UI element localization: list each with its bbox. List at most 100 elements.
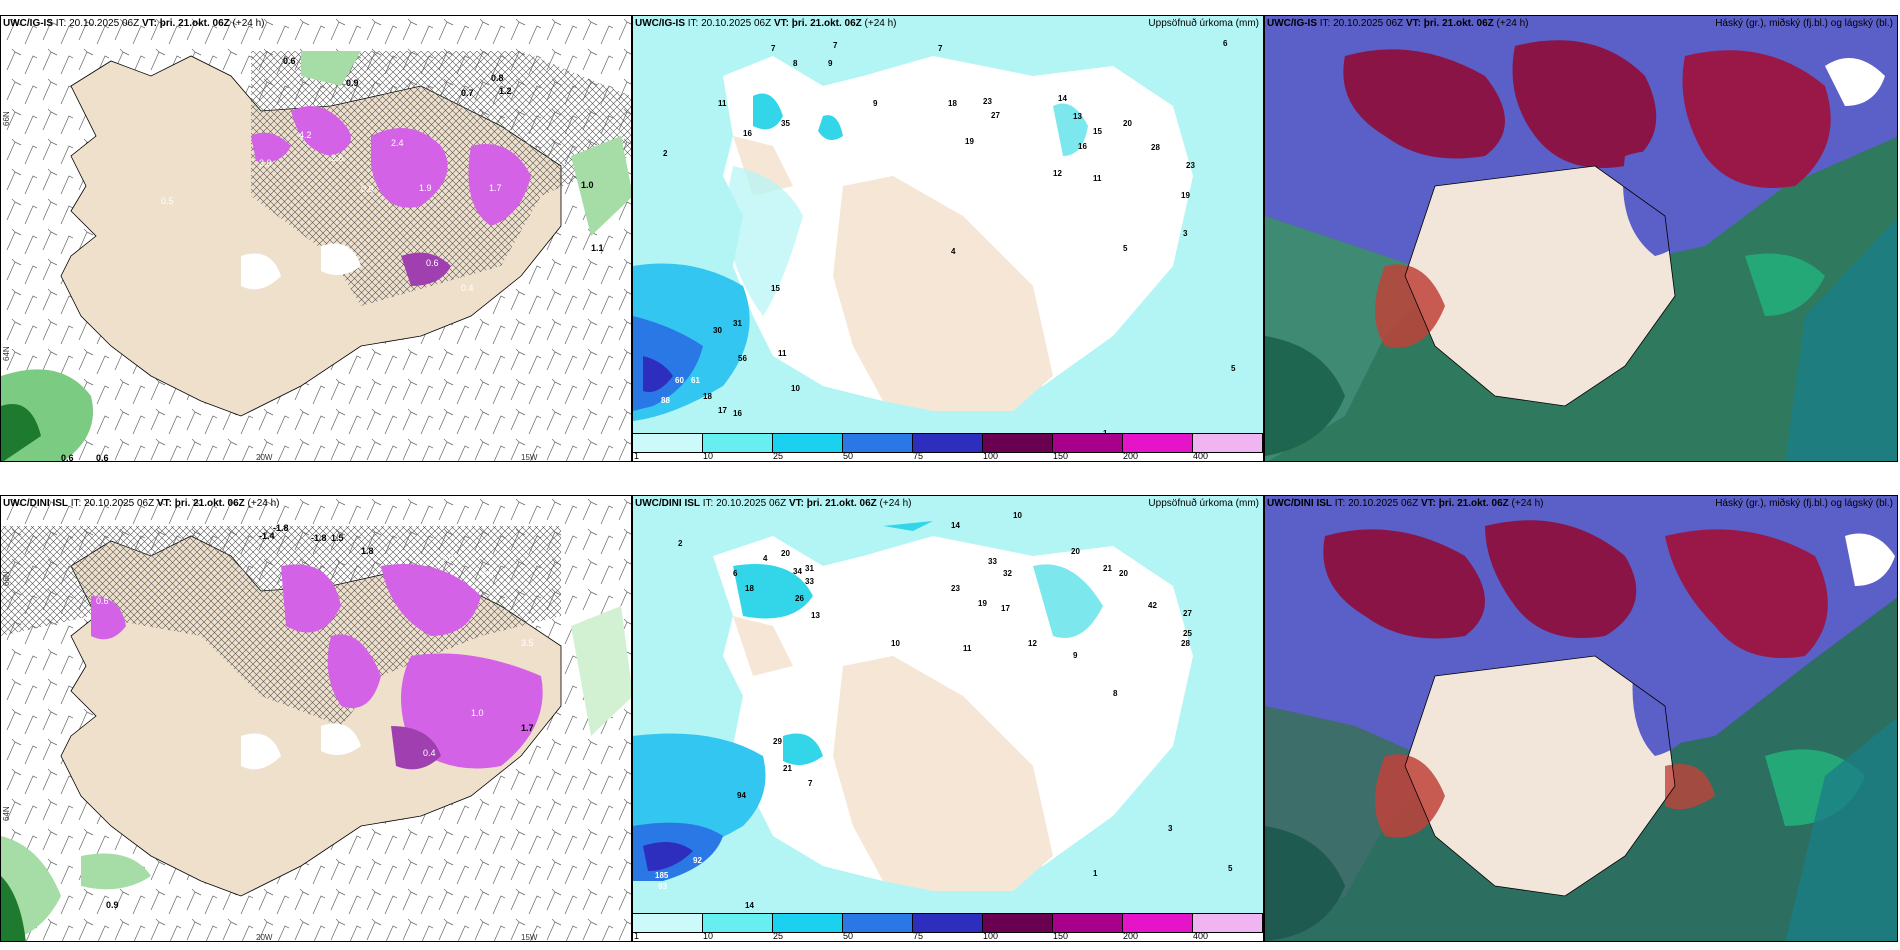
wind-value: 0.9 <box>106 900 119 910</box>
precip-value: 28 <box>1181 639 1190 648</box>
panel-dini-cloud: UWC/DINI ISL IT: 20.10.2025 06Z VT: þri.… <box>1264 495 1898 942</box>
precip-value: 11 <box>1093 174 1102 183</box>
wind-value: 0.6 <box>61 453 74 462</box>
precip-value: 7 <box>938 44 943 53</box>
wind-value: 2.5 <box>481 568 494 578</box>
wind-value: 0.9 <box>361 184 374 194</box>
legend-tick: 200 <box>1123 451 1139 461</box>
precip-value: 11 <box>778 349 787 358</box>
panel-title: UWC/DINI ISL IT: 20.10.2025 06Z VT: þri.… <box>3 498 280 509</box>
wind-value: 2.0 <box>259 158 272 168</box>
precip-legend: 1 10 25 50 75 100 150 200 400 <box>633 913 1263 941</box>
wind-value: 1.8 <box>361 546 374 556</box>
precip-value: 61 <box>691 376 700 385</box>
precip-value: 18 <box>948 99 957 108</box>
panel-subtitle: Háský (gr.), miðský (fj.bl.) og lágský (… <box>1715 18 1893 29</box>
wind-map: 0.6 0.9 0.6 0.7 0.8 1.2 2.0 4.2 2.6 2.4 … <box>1 16 631 462</box>
legend-tick: 25 <box>773 931 784 941</box>
wind-value: 1.5 <box>331 533 344 543</box>
precip-value: 1 <box>1103 429 1108 435</box>
precip-value: 9 <box>828 59 833 68</box>
panel-subtitle: Háský (gr.), miðský (fj.bl.) og lágský (… <box>1715 498 1893 509</box>
legend-swatch <box>633 434 703 452</box>
precip-value: 20 <box>781 549 790 558</box>
precip-value: 185 <box>655 871 669 880</box>
legend-tick: 50 <box>843 451 854 461</box>
wind-value: 1.0 <box>471 708 484 718</box>
legend-swatch <box>703 434 773 452</box>
lon-label: 15W <box>521 453 538 462</box>
precip-value: 3 <box>1183 229 1188 238</box>
cloud-map <box>1265 496 1897 941</box>
precip-value: 14 <box>1058 94 1067 103</box>
precip-value: 8 <box>793 59 798 68</box>
precip-value: 5 <box>1231 364 1236 373</box>
legend-tick: 200 <box>1123 931 1139 941</box>
panel-ig-cloud: UWC/IG-IS IT: 20.10.2025 06Z VT: þri. 21… <box>1264 15 1898 462</box>
precip-value: 33 <box>988 557 997 566</box>
legend-tick: 100 <box>983 931 999 941</box>
precip-value: 14 <box>951 521 960 530</box>
lat-label: 64N <box>2 346 11 361</box>
panel-title: UWC/DINI ISL IT: 20.10.2025 06Z VT: þri.… <box>1267 498 1544 509</box>
precip-value: 11 <box>718 99 727 108</box>
legend-tick: 150 <box>1053 451 1069 461</box>
legend-tick: 50 <box>843 931 854 941</box>
precip-value: 21 <box>1103 564 1112 573</box>
precip-value: 7 <box>771 44 776 53</box>
panel-title: UWC/DINI ISL IT: 20.10.2025 06Z VT: þri.… <box>635 498 912 509</box>
legend-swatch <box>1053 914 1123 932</box>
precip-value: 4 <box>951 247 956 256</box>
precip-value: 16 <box>1078 142 1087 151</box>
precip-value: 4 <box>763 554 768 563</box>
precip-value: 28 <box>1151 143 1160 152</box>
precip-value: 16 <box>743 129 752 138</box>
precip-value: 23 <box>951 584 960 593</box>
wind-value: -1.8 <box>273 523 289 533</box>
precip-value: 14 <box>745 901 754 910</box>
precip-value: 32 <box>1003 569 1012 578</box>
precip-value: 10 <box>791 384 800 393</box>
wind-value: 0.9 <box>346 78 359 88</box>
legend-tick: 1 <box>634 451 640 461</box>
legend-tick: 10 <box>703 931 714 941</box>
precip-map: 7 7 7 6 8 9 11 35 18 23 27 16 19 14 15 1… <box>633 16 1263 435</box>
panel-ig-precip: UWC/IG-IS IT: 20.10.2025 06Z VT: þri. 21… <box>632 15 1264 462</box>
wind-value: 0.6 <box>426 258 439 268</box>
precip-value: 2 <box>678 539 683 548</box>
precip-value: 17 <box>718 406 727 415</box>
panel-title: UWC/IG-IS IT: 20.10.2025 06Z VT: þri. 21… <box>1267 18 1529 29</box>
wind-value: 2.4 <box>391 138 404 148</box>
precip-value: 31 <box>733 319 742 328</box>
panel-title: UWC/IG-IS IT: 20.10.2025 06Z VT: þri. 21… <box>3 18 265 29</box>
precip-value: 2 <box>663 149 668 158</box>
legend-tick: 100 <box>983 451 999 461</box>
precip-value: 6 <box>733 569 738 578</box>
panel-dini-wind: UWC/DINI ISL IT: 20.10.2025 06Z VT: þri.… <box>0 495 632 942</box>
precip-value: 29 <box>773 737 782 746</box>
lon-label: 15W <box>521 933 538 942</box>
legend-tick: 150 <box>1053 931 1069 941</box>
precip-value: 42 <box>1148 601 1157 610</box>
precip-value: 56 <box>738 354 747 363</box>
wind-value: 0.7 <box>461 88 474 98</box>
wind-value: 0.4 <box>423 748 436 758</box>
legend-swatch <box>843 914 913 932</box>
precip-value: 9 <box>873 99 878 108</box>
precip-value: 88 <box>661 396 670 405</box>
precip-value: 5 <box>1228 864 1233 873</box>
wind-value: 1.7 <box>521 723 534 733</box>
legend-swatch <box>1123 434 1193 452</box>
precip-value: 19 <box>1181 191 1190 200</box>
legend-swatch <box>1193 914 1263 932</box>
precip-value: 7 <box>808 779 813 788</box>
precip-value: 3 <box>1168 824 1173 833</box>
precip-value: 30 <box>713 326 722 335</box>
precip-value: 94 <box>737 791 746 800</box>
legend-swatch <box>1193 434 1263 452</box>
legend-tick: 10 <box>703 451 714 461</box>
precip-value: 18 <box>745 584 754 593</box>
legend-tick: 25 <box>773 451 784 461</box>
precip-value: 16 <box>733 409 742 418</box>
precip-value: 93 <box>658 882 667 891</box>
